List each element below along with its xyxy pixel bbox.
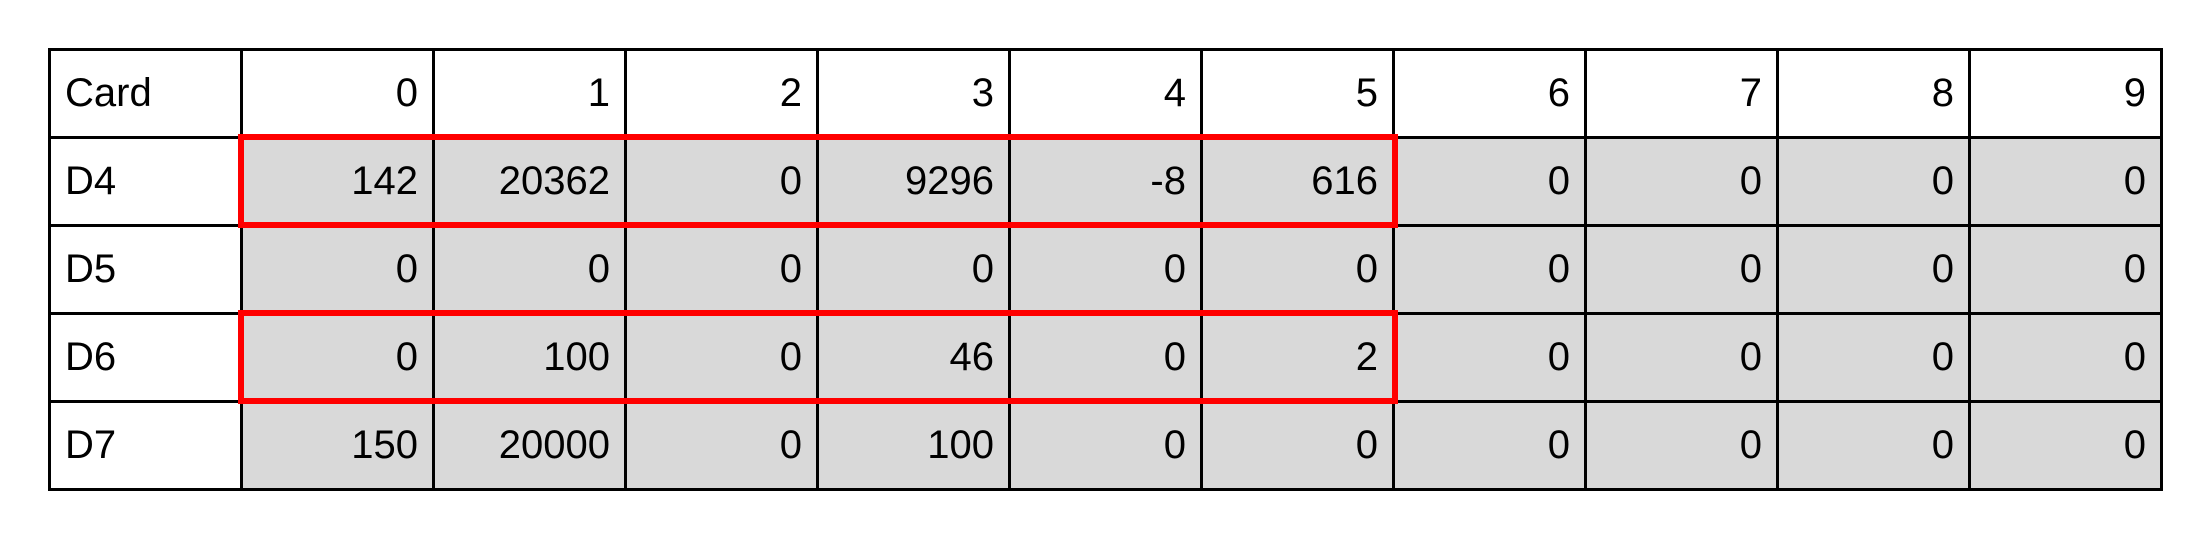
table-cell: 0 [624,224,819,315]
header-cell-card: Card [48,48,243,139]
table-cell: 0 [240,312,435,403]
table-cell: -8 [1008,136,1203,227]
table-cell: 616 [1200,136,1395,227]
header-cell: 1 [432,48,627,139]
header-cell: 3 [816,48,1011,139]
table-cell: 0 [624,136,819,227]
header-row: Card 0 1 2 3 4 5 6 7 8 9 [48,48,2163,139]
header-cell: 7 [1584,48,1779,139]
table-cell: 142 [240,136,435,227]
table-cell: 20000 [432,400,627,491]
table-row: D6 0 100 0 46 0 2 0 0 0 0 [48,312,2163,403]
table-cell: 0 [1584,400,1779,491]
table-cell: 0 [240,224,435,315]
table-cell: 0 [1200,224,1395,315]
table-cell: 0 [624,312,819,403]
header-cell: 9 [1968,48,2163,139]
table-cell: 0 [816,224,1011,315]
table-cell: 0 [1392,224,1587,315]
header-cell: 4 [1008,48,1203,139]
card-table: Card 0 1 2 3 4 5 6 7 8 9 D4 142 20362 0 9296 -8 616 0 0 0 0 D5… [48,48,2163,491]
table-row: D5 0 0 0 0 0 0 0 0 0 0 [48,224,2163,315]
table-cell: 0 [624,400,819,491]
table-cell: 0 [1776,312,1971,403]
table-cell: 0 [432,224,627,315]
row-label: D6 [48,312,243,403]
table-cell: 46 [816,312,1011,403]
row-label: D4 [48,136,243,227]
table-cell: 0 [1968,312,2163,403]
table-cell: 0 [1776,224,1971,315]
table-cell: 0 [1776,136,1971,227]
table-cell: 100 [432,312,627,403]
table-cell: 0 [1392,136,1587,227]
header-cell: 8 [1776,48,1971,139]
table-cell: 0 [1008,312,1203,403]
table-cell: 0 [1392,400,1587,491]
table-cell: 0 [1392,312,1587,403]
table-cell: 0 [1200,400,1395,491]
table-cell: 0 [1584,312,1779,403]
table-cell: 0 [1008,224,1203,315]
table-cell: 0 [1968,224,2163,315]
row-label: D5 [48,224,243,315]
table-row: D7 150 20000 0 100 0 0 0 0 0 0 [48,400,2163,491]
row-label: D7 [48,400,243,491]
table-cell: 150 [240,400,435,491]
table-cell: 2 [1200,312,1395,403]
table-cell: 0 [1776,400,1971,491]
header-cell: 6 [1392,48,1587,139]
table-cell: 0 [1968,400,2163,491]
table-cell: 100 [816,400,1011,491]
header-cell: 0 [240,48,435,139]
header-cell: 5 [1200,48,1395,139]
table-cell: 0 [1584,136,1779,227]
table-cell: 0 [1584,224,1779,315]
header-cell: 2 [624,48,819,139]
table-cell: 9296 [816,136,1011,227]
table-cell: 0 [1968,136,2163,227]
table-row: D4 142 20362 0 9296 -8 616 0 0 0 0 [48,136,2163,227]
table-cell: 0 [1008,400,1203,491]
table-cell: 20362 [432,136,627,227]
